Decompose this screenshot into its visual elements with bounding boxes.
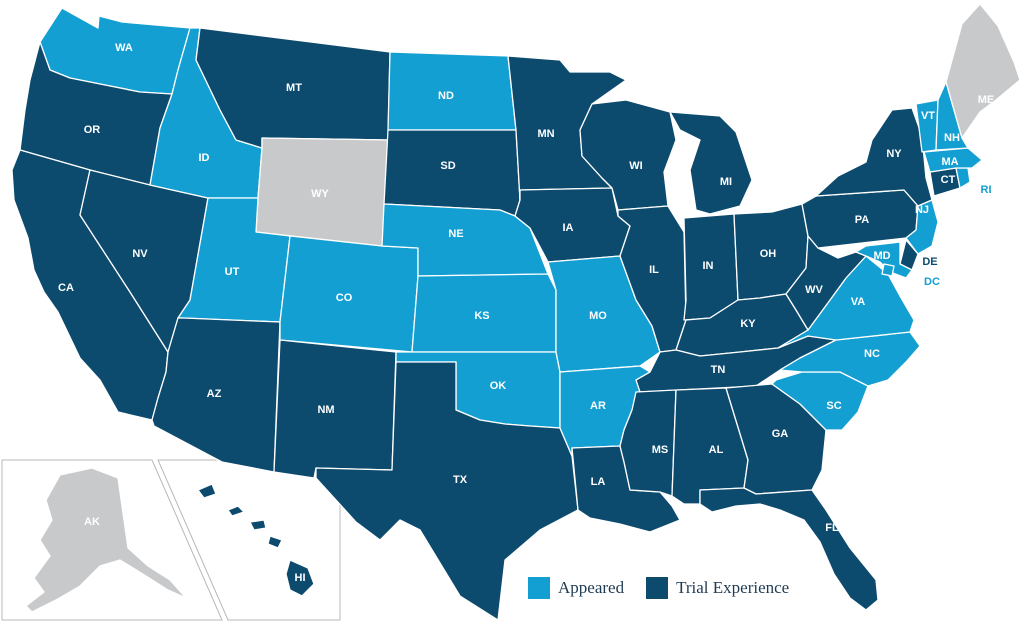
state-label-pa: PA	[855, 214, 870, 226]
state-label-al: AL	[709, 444, 724, 456]
state-label-mn: MN	[537, 128, 554, 140]
state-label-ca: CA	[58, 282, 74, 294]
state-nj[interactable]	[905, 199, 939, 255]
state-label-oh: OH	[760, 248, 777, 260]
state-label-va: VA	[851, 296, 866, 308]
state-az[interactable]	[151, 317, 281, 473]
state-shapes	[11, 3, 1021, 621]
state-fl[interactable]	[699, 487, 879, 611]
state-label-ut: UT	[225, 266, 240, 278]
state-label-nh: NH	[944, 132, 960, 144]
state-label-id: ID	[199, 152, 210, 164]
state-label-la: LA	[591, 476, 606, 488]
legend-item-trial: Trial Experience	[646, 577, 789, 599]
state-label-or: OR	[84, 124, 101, 136]
state-label-tn: TN	[711, 364, 726, 376]
state-label-ok: OK	[490, 380, 507, 392]
state-label-ri: RI	[981, 184, 992, 196]
state-label-ks: KS	[474, 310, 489, 322]
state-hi[interactable]	[197, 483, 315, 597]
state-label-fl: FL	[825, 522, 839, 534]
state-labels: WA OR CA NV ID MT WY UT AZ CO NM ND SD NE KS OK TX MN IA MO…	[58, 42, 994, 584]
state-label-hi: HI	[295, 572, 306, 584]
state-label-wy: WY	[311, 188, 329, 200]
state-label-ak: AK	[84, 516, 100, 528]
state-label-nc: NC	[864, 348, 880, 360]
legend-swatch-trial	[646, 577, 669, 599]
state-label-mi: MI	[720, 176, 732, 188]
state-label-md: MD	[873, 250, 890, 262]
state-label-sd: SD	[440, 160, 455, 172]
state-label-wv: WV	[805, 284, 823, 296]
state-label-ny: NY	[886, 148, 902, 160]
state-label-il: IL	[649, 264, 659, 276]
state-label-mt: MT	[286, 82, 302, 94]
legend: Appeared Trial Experience	[528, 577, 789, 599]
state-label-vt: VT	[921, 110, 935, 122]
state-mi[interactable]	[669, 111, 753, 215]
state-label-ct: CT	[941, 174, 956, 186]
state-wi[interactable]	[579, 99, 677, 211]
state-dc[interactable]	[881, 263, 895, 277]
state-label-tx: TX	[453, 474, 468, 486]
state-label-de: DE	[922, 256, 937, 268]
legend-swatch-appeared	[528, 577, 550, 599]
state-label-ia: IA	[563, 222, 574, 234]
state-label-in: IN	[703, 260, 714, 272]
state-label-nd: ND	[438, 90, 454, 102]
state-me[interactable]	[945, 3, 1021, 139]
state-label-mo: MO	[589, 310, 607, 322]
state-label-ky: KY	[740, 318, 756, 330]
state-nm[interactable]	[273, 339, 397, 479]
state-ny[interactable]	[815, 107, 933, 207]
state-label-wi: WI	[629, 160, 642, 172]
state-label-sc: SC	[826, 400, 841, 412]
state-label-ma: MA	[941, 156, 958, 168]
state-label-nv: NV	[132, 248, 148, 260]
state-sd[interactable]	[383, 129, 521, 217]
state-ak[interactable]	[25, 467, 187, 613]
state-label-ne: NE	[448, 228, 463, 240]
state-label-ms: MS	[652, 444, 669, 456]
state-label-nm: NM	[317, 404, 334, 416]
legend-label-trial: Trial Experience	[676, 578, 790, 597]
state-tx[interactable]	[315, 361, 579, 621]
state-il[interactable]	[617, 205, 687, 353]
state-label-dc: DC	[924, 276, 940, 288]
state-label-ar: AR	[590, 400, 606, 412]
state-label-co: CO	[336, 292, 353, 304]
legend-item-appeared: Appeared	[528, 577, 624, 599]
state-label-me: ME	[978, 94, 995, 106]
state-label-ga: GA	[772, 428, 789, 440]
legend-label-appeared: Appeared	[558, 578, 625, 597]
state-label-wa: WA	[115, 42, 133, 54]
state-label-nj: NJ	[915, 204, 929, 216]
state-md[interactable]	[855, 241, 913, 279]
state-label-az: AZ	[207, 388, 222, 400]
